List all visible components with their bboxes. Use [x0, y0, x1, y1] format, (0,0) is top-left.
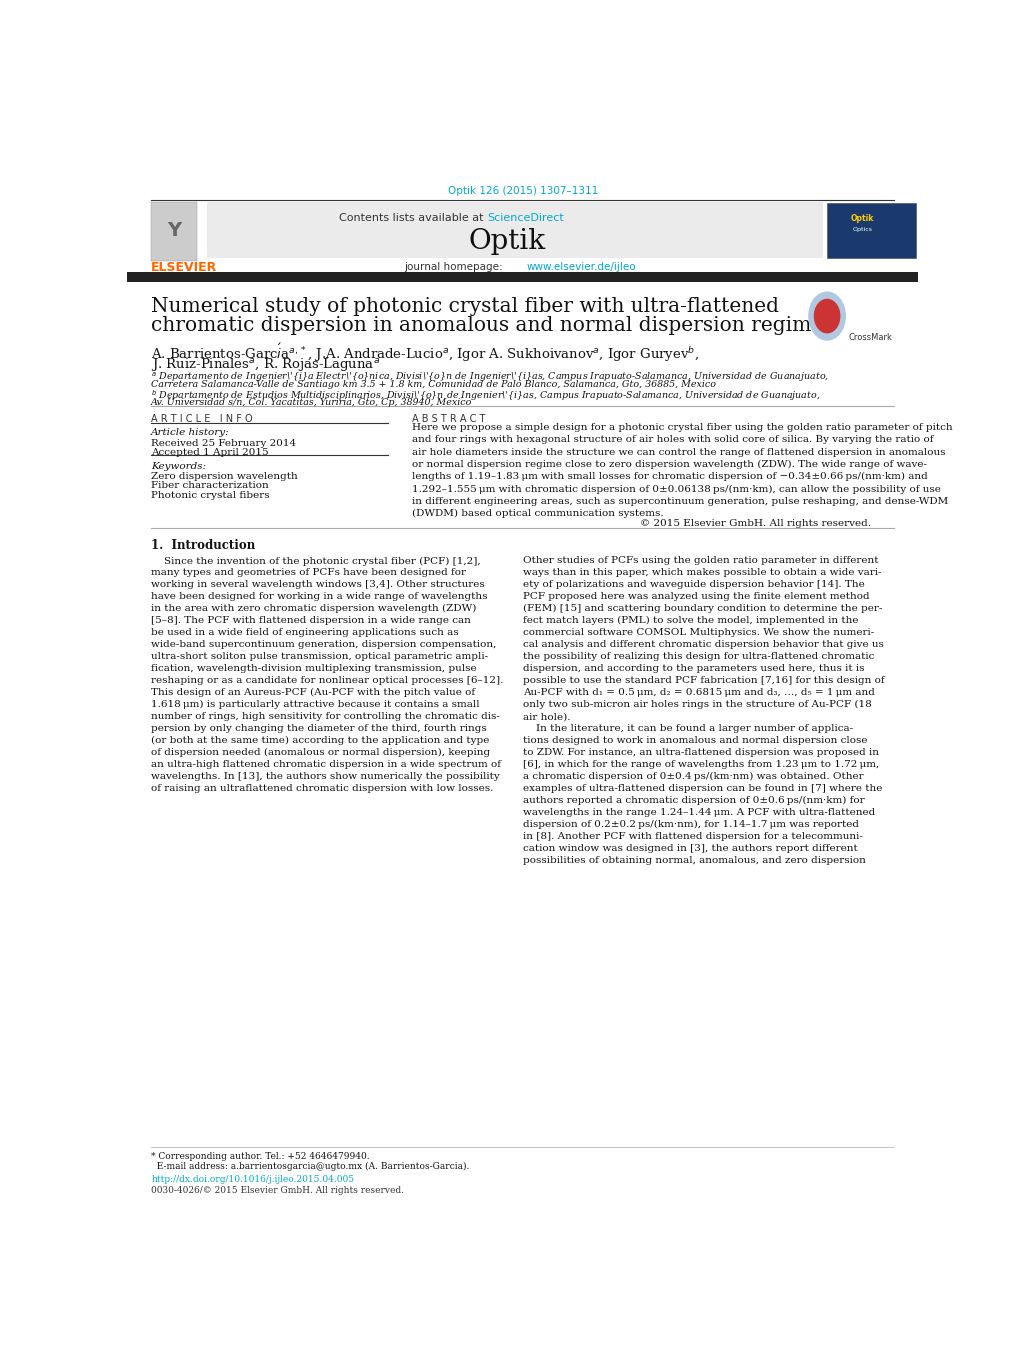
Text: Carretera Salamanca-Valle de Santiago km 3.5 + 1.8 km, Comunidad de Palo Blanco,: Carretera Salamanca-Valle de Santiago km… [151, 380, 715, 389]
Text: Av. Universidad s/n, Col. Yacatitas, Yuriria, Gto, Cp, 38940, Mexico: Av. Universidad s/n, Col. Yacatitas, Yur… [151, 399, 472, 407]
Bar [127, 273, 917, 282]
Text: A R T I C L E   I N F O: A R T I C L E I N F O [151, 413, 253, 424]
Circle shape [808, 292, 845, 340]
Text: Photonic crystal fibers: Photonic crystal fibers [151, 490, 270, 500]
Text: E-mail address: a.barrientosgarcia@ugto.mx (A. Barrientos-Garcia).: E-mail address: a.barrientosgarcia@ugto.… [151, 1162, 469, 1171]
Text: ELSEVIER: ELSEVIER [151, 261, 217, 274]
Bar [826, 203, 915, 258]
Text: Zero dispersion wavelength: Zero dispersion wavelength [151, 471, 298, 481]
Text: Since the invention of the photonic crystal fiber (PCF) [1,2],
many types and ge: Since the invention of the photonic crys… [151, 557, 503, 793]
Text: Article history:: Article history: [151, 428, 229, 438]
Text: 0030-4026/© 2015 Elsevier GmbH. All rights reserved.: 0030-4026/© 2015 Elsevier GmbH. All righ… [151, 1186, 404, 1194]
Text: ScienceDirect: ScienceDirect [487, 213, 564, 223]
Text: Fiber characterization: Fiber characterization [151, 481, 269, 490]
Text: Optics: Optics [852, 227, 872, 232]
Text: Accepted 1 April 2015: Accepted 1 April 2015 [151, 449, 269, 457]
Text: Optik: Optik [468, 228, 545, 255]
Text: Other studies of PCFs using the golden ratio parameter in different
ways than in: Other studies of PCFs using the golden r… [522, 557, 883, 865]
Text: 1.  Introduction: 1. Introduction [151, 539, 255, 551]
Text: $^{b}$ Departamento de Estudios Multidisciplinarios, Divisi\'{o}n de Ingenier\'{: $^{b}$ Departamento de Estudios Multidis… [151, 389, 820, 404]
Text: A. Barrientos-Garc$\'{i}$a$^{a,*}$, J.A. Andrade-Lucio$^{a}$, Igor A. Sukhoivano: A. Barrientos-Garc$\'{i}$a$^{a,*}$, J.A.… [151, 342, 698, 365]
Bar [151, 201, 197, 261]
Text: J. Ruiz-Pinales$^{a}$, R. Rojas-Laguna$^{a}$: J. Ruiz-Pinales$^{a}$, R. Rojas-Laguna$^… [151, 355, 380, 373]
Text: http://dx.doi.org/10.1016/j.ijleo.2015.04.005: http://dx.doi.org/10.1016/j.ijleo.2015.0… [151, 1175, 354, 1185]
Text: Here we propose a simple design for a photonic crystal fiber using the golden ra: Here we propose a simple design for a ph… [412, 423, 952, 517]
Text: Optik 126 (2015) 1307–1311: Optik 126 (2015) 1307–1311 [447, 186, 597, 196]
Circle shape [813, 300, 839, 332]
Text: CrossMark: CrossMark [848, 332, 892, 342]
Text: Y: Y [167, 222, 181, 240]
Text: © 2015 Elsevier GmbH. All rights reserved.: © 2015 Elsevier GmbH. All rights reserve… [639, 519, 870, 528]
Text: Received 25 February 2014: Received 25 February 2014 [151, 439, 297, 447]
Text: Contents lists available at: Contents lists available at [339, 213, 487, 223]
Text: * Corresponding author. Tel.: +52 4646479940.: * Corresponding author. Tel.: +52 464647… [151, 1152, 370, 1162]
Text: Numerical study of photonic crystal fiber with ultra-flattened: Numerical study of photonic crystal fibe… [151, 297, 779, 316]
Text: A B S T R A C T: A B S T R A C T [412, 413, 485, 424]
Text: $^{a}$ Departamento de Ingenier\'{i}a Electr\'{o}nica, Divisi\'{o}n de Ingenier\: $^{a}$ Departamento de Ingenier\'{i}a El… [151, 370, 828, 384]
Text: www.elsevier.de/ijleo: www.elsevier.de/ijleo [526, 262, 636, 272]
Bar [206, 201, 822, 258]
Text: journal homepage:: journal homepage: [404, 262, 505, 272]
Text: Optik: Optik [850, 213, 873, 223]
Text: Keywords:: Keywords: [151, 462, 206, 470]
Text: chromatic dispersion in anomalous and normal dispersion regimes: chromatic dispersion in anomalous and no… [151, 316, 833, 335]
